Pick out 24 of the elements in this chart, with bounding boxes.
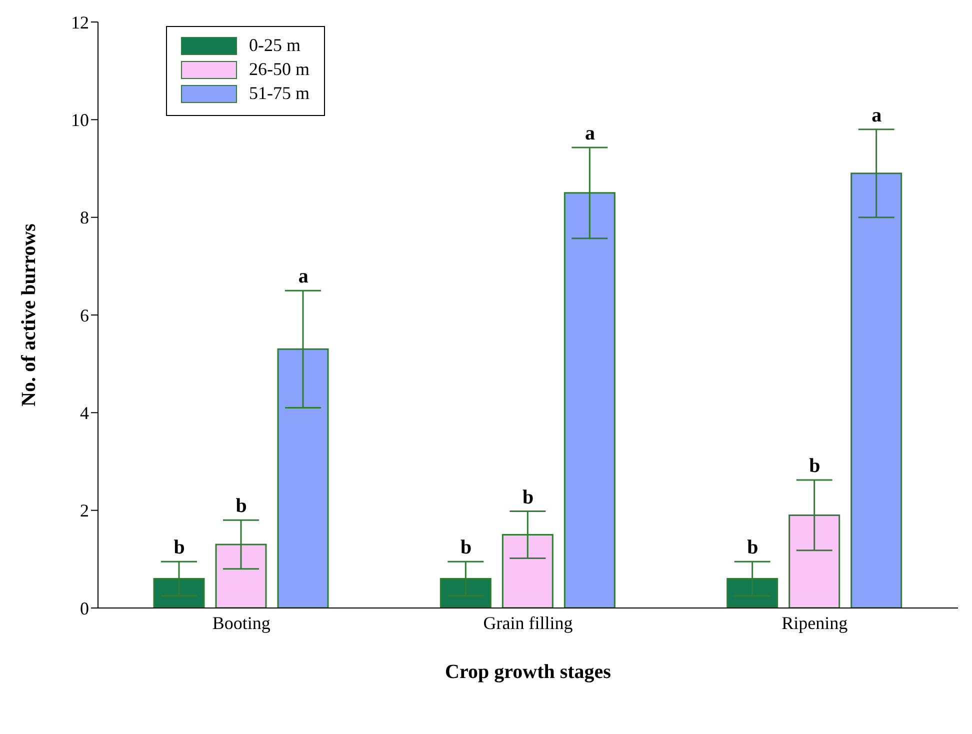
annotation: a (585, 122, 595, 144)
y-axis-title: No. of active burrows (18, 223, 40, 406)
annotation: b (747, 536, 758, 559)
y-tick-label: 0 (80, 598, 89, 618)
y-tick-label: 8 (80, 208, 89, 228)
y-tick-label: 12 (71, 12, 89, 32)
annotation: b (236, 495, 247, 518)
x-tick-label: Grain filling (483, 612, 573, 633)
annotation: a (298, 266, 308, 288)
y-tick-label: 10 (71, 110, 89, 130)
y-tick-label: 4 (80, 403, 89, 424)
x-tick-label: Booting (212, 612, 270, 633)
legend-label: 51-75 m (248, 83, 310, 104)
annotation: b (809, 455, 820, 478)
annotation: a (872, 104, 882, 126)
y-tick-label: 2 (80, 500, 89, 521)
x-axis-title: Crop growth stages (445, 661, 612, 683)
annotation: b (460, 536, 472, 559)
x-tick-label: Ripening (782, 612, 848, 633)
legend-label: 26-50 m (248, 59, 310, 80)
annotation: b (522, 486, 534, 508)
annotation: b (174, 536, 185, 559)
y-tick-label: 6 (80, 305, 89, 326)
legend-label: 0-25 m (248, 35, 302, 56)
